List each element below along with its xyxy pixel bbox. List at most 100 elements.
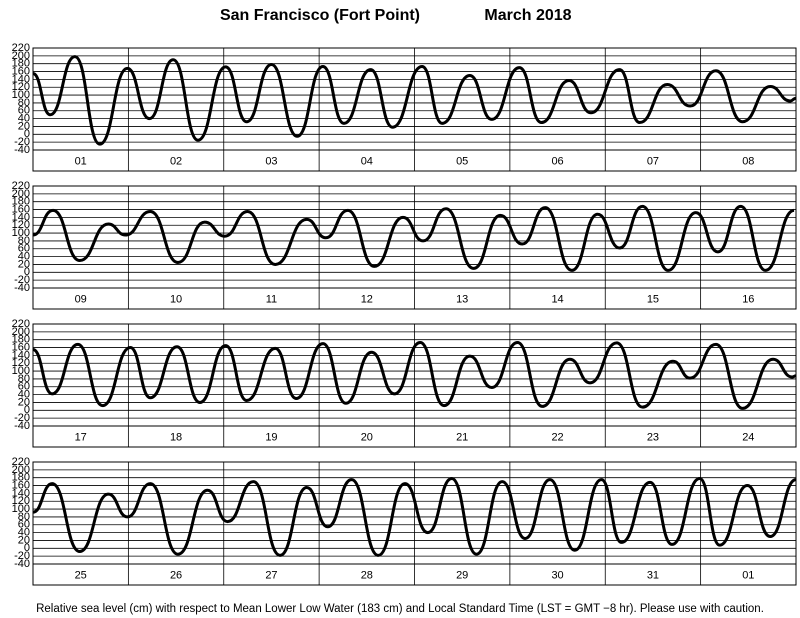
- x-tick-label: 08: [742, 155, 754, 167]
- x-tick-label: 05: [456, 155, 468, 167]
- y-tick-label: -20: [14, 412, 30, 424]
- x-tick-label: 04: [361, 155, 373, 167]
- y-tick-label: 80: [18, 235, 30, 247]
- y-tick-label: 20: [18, 396, 30, 408]
- x-tick-label: 15: [647, 293, 659, 305]
- y-tick-label: 200: [12, 326, 30, 338]
- y-tick-label: 220: [12, 456, 30, 468]
- x-tick-label: 02: [170, 155, 182, 167]
- x-tick-label: 19: [265, 431, 277, 443]
- x-tick-label: 06: [551, 155, 563, 167]
- tide-line: [32, 204, 795, 272]
- y-tick-label: 80: [18, 511, 30, 523]
- y-tick-label: 100: [12, 365, 30, 377]
- x-tick-label: 20: [361, 431, 373, 443]
- y-tick-label: 80: [18, 373, 30, 385]
- y-tick-label: 200: [12, 50, 30, 62]
- y-tick-label: 180: [12, 334, 30, 346]
- y-tick-label: 100: [12, 89, 30, 101]
- y-tick-label: 120: [12, 357, 30, 369]
- y-tick-label: 180: [12, 472, 30, 484]
- x-tick-label: 14: [551, 293, 563, 305]
- x-tick-label: 09: [75, 293, 87, 305]
- y-tick-label: 140: [12, 211, 30, 223]
- y-tick-label: 200: [12, 188, 30, 200]
- y-tick-label: 60: [18, 381, 30, 393]
- panel-frame: [32, 461, 797, 586]
- x-tick-label: 22: [551, 431, 563, 443]
- x-tick-label: 31: [647, 569, 659, 581]
- y-tick-label: 0: [24, 266, 30, 278]
- y-tick-label: -20: [14, 136, 30, 148]
- y-tick-label: -40: [14, 282, 30, 294]
- y-tick-label: 180: [12, 196, 30, 208]
- y-tick-label: 20: [18, 258, 30, 270]
- y-tick-label: 60: [18, 105, 30, 117]
- y-tick-label: 60: [18, 519, 30, 531]
- y-tick-label: 40: [18, 113, 30, 125]
- y-tick-label: 160: [12, 479, 30, 491]
- y-tick-label: 160: [12, 341, 30, 353]
- y-tick-label: 120: [12, 495, 30, 507]
- y-tick-label: 120: [12, 81, 30, 93]
- y-tick-label: -40: [14, 558, 30, 570]
- y-tick-label: 180: [12, 58, 30, 70]
- x-tick-label: 10: [170, 293, 182, 305]
- chart-date: March 2018: [484, 7, 571, 24]
- x-tick-label: 25: [75, 569, 87, 581]
- tide-line: [32, 340, 797, 410]
- y-tick-label: 40: [18, 389, 30, 401]
- x-tick-label: 23: [647, 431, 659, 443]
- y-tick-label: 20: [18, 120, 30, 132]
- x-tick-label: 12: [361, 293, 373, 305]
- y-tick-label: 120: [12, 219, 30, 231]
- y-tick-label: -20: [14, 274, 30, 286]
- y-tick-label: 140: [12, 487, 30, 499]
- x-tick-label: 17: [75, 431, 87, 443]
- y-tick-label: 0: [24, 128, 30, 140]
- x-tick-label: 26: [170, 569, 182, 581]
- y-tick-label: -40: [14, 144, 30, 156]
- y-tick-label: 140: [12, 73, 30, 85]
- x-tick-label: 29: [456, 569, 468, 581]
- x-tick-label: 03: [265, 155, 277, 167]
- y-tick-label: 20: [18, 534, 30, 546]
- panel-frame: [32, 47, 797, 172]
- x-tick-label: 30: [551, 569, 563, 581]
- y-tick-label: 40: [18, 251, 30, 263]
- chart-title: San Francisco (Fort Point): [220, 7, 420, 24]
- y-tick-label: 160: [12, 65, 30, 77]
- footnote: Relative sea level (cm) with respect to …: [36, 603, 764, 615]
- tide-line: [32, 476, 797, 557]
- panel-frame: [32, 185, 797, 310]
- panel-frame: [32, 323, 797, 448]
- y-tick-label: 40: [18, 527, 30, 539]
- y-tick-label: 220: [12, 180, 30, 192]
- x-tick-label: 07: [647, 155, 659, 167]
- y-tick-label: 100: [12, 503, 30, 515]
- y-tick-label: 160: [12, 203, 30, 215]
- y-tick-label: 100: [12, 227, 30, 239]
- y-tick-label: 220: [12, 42, 30, 54]
- y-tick-label: 140: [12, 349, 30, 361]
- x-tick-label: 21: [456, 431, 468, 443]
- y-tick-label: 80: [18, 97, 30, 109]
- x-tick-label: 28: [361, 569, 373, 581]
- x-tick-label: 27: [265, 569, 277, 581]
- y-tick-label: 200: [12, 464, 30, 476]
- x-tick-label: 11: [266, 293, 277, 305]
- x-tick-label: 13: [456, 293, 468, 305]
- x-tick-label: 01: [742, 569, 754, 581]
- y-tick-label: -20: [14, 550, 30, 562]
- y-tick-label: -40: [14, 420, 30, 432]
- x-tick-label: 16: [742, 293, 754, 305]
- y-tick-label: 0: [24, 542, 30, 554]
- y-tick-label: 0: [24, 404, 30, 416]
- x-tick-label: 18: [170, 431, 182, 443]
- y-tick-label: 60: [18, 243, 30, 255]
- y-tick-label: 220: [12, 318, 30, 330]
- tide-line: [32, 55, 797, 146]
- x-tick-label: 01: [75, 155, 87, 167]
- x-tick-label: 24: [742, 431, 754, 443]
